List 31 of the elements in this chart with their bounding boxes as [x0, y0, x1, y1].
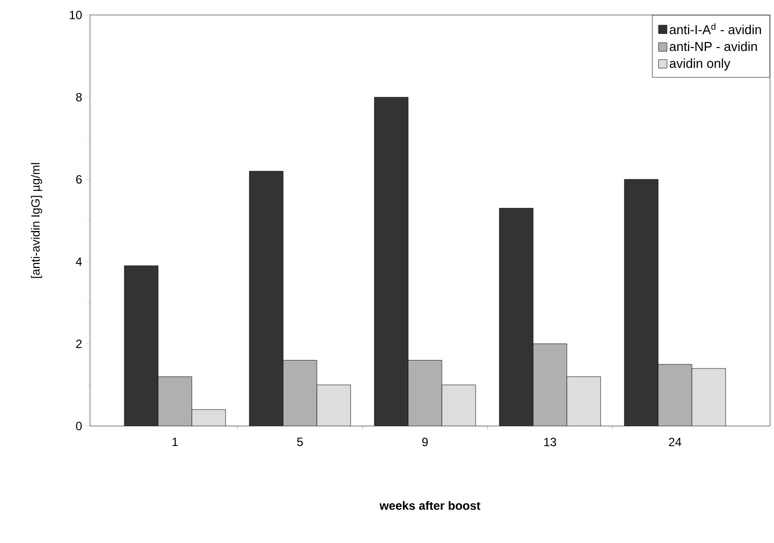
bar — [442, 384, 476, 426]
bar — [624, 179, 658, 426]
bar — [316, 384, 351, 426]
y-tick-label: 8 — [76, 92, 82, 102]
y-tick-label: 2 — [76, 340, 82, 348]
bar — [192, 410, 226, 426]
x-axis-title: weeks after boost — [379, 501, 480, 510]
y-tick-label: 4 — [76, 257, 82, 266]
legend-label: avidin only — [670, 58, 730, 71]
y-tick-label: 0 — [76, 422, 82, 430]
bar — [658, 364, 692, 426]
bar — [374, 97, 408, 426]
bar — [533, 344, 567, 426]
y-tick-label: 10 — [70, 10, 82, 20]
bar — [692, 368, 726, 426]
x-tick-label: 1 — [172, 438, 178, 446]
x-tick-label: 24 — [668, 438, 682, 446]
y-tick-label: 6 — [76, 175, 82, 184]
legend-label: anti-NP - avidin — [670, 42, 757, 52]
bar — [249, 171, 284, 426]
bar — [158, 376, 192, 426]
bar — [124, 266, 158, 426]
bar — [566, 376, 601, 426]
bar — [499, 208, 534, 426]
x-tick-label: 9 — [422, 438, 428, 446]
bar — [283, 360, 317, 426]
bar — [408, 360, 442, 426]
x-tick-label: 5 — [297, 438, 303, 446]
x-tick-label: 13 — [544, 438, 556, 446]
legend-label: anti-I-A$^{d}$ - avidin — [670, 23, 761, 34]
y-axis-title: [anti-avidin IgG] µg/ml — [30, 163, 42, 278]
